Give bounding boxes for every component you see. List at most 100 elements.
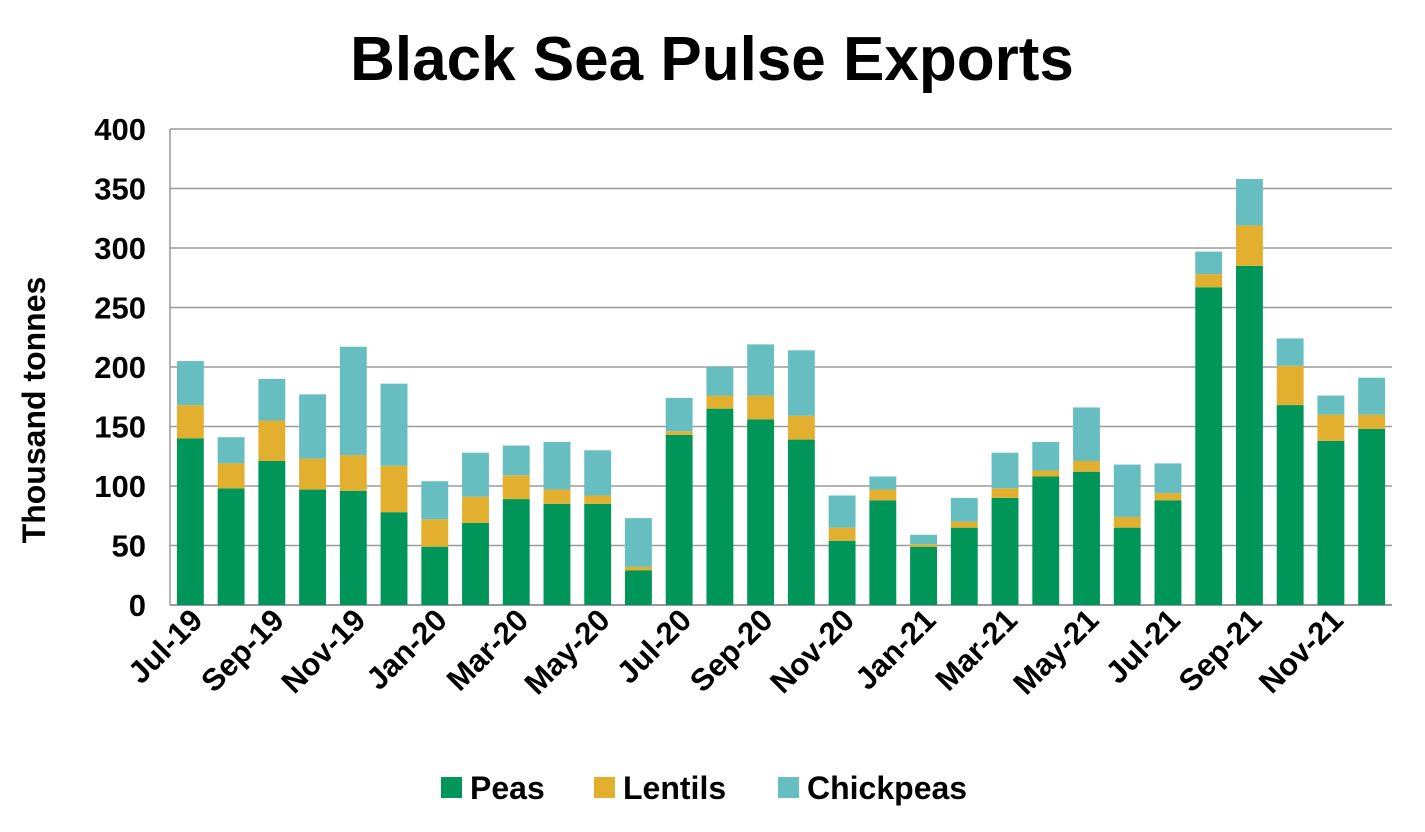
legend-label-peas: Peas — [470, 770, 545, 806]
x-tick-labels: Jul-19Sep-19Nov-19Jan-20Mar-20May-20Jul-… — [121, 602, 1350, 701]
bar-lentils-jul-21 — [1154, 493, 1182, 501]
y-axis-label: Thousand tonnes — [16, 277, 52, 544]
legend-label-chickpeas: Chickpeas — [807, 770, 967, 806]
bar-peas-dec-20 — [869, 500, 897, 605]
bar-lentils-aug-21 — [1195, 274, 1223, 288]
bar-chickpeas-dec-20 — [869, 476, 897, 490]
bar-peas-jun-21 — [1113, 527, 1141, 605]
y-tick-label: 200 — [94, 350, 146, 385]
y-tick-label: 300 — [94, 231, 146, 266]
x-tick-label: Nov-20 — [763, 602, 861, 700]
x-tick-label: May-21 — [1006, 602, 1105, 701]
x-tick-label: May-20 — [518, 602, 617, 701]
bar-lentils-dec-20 — [869, 489, 897, 501]
bar-chickpeas-may-20 — [584, 450, 612, 496]
x-tick-label: Mar-21 — [929, 602, 1024, 697]
bar-lentils-apr-20 — [543, 489, 571, 504]
y-tick-label: 350 — [94, 172, 146, 207]
bar-chickpeas-oct-20 — [787, 350, 815, 416]
y-tick-label: 50 — [112, 529, 146, 564]
bar-peas-jul-20 — [665, 434, 693, 605]
bar-chickpeas-oct-19 — [299, 394, 327, 459]
bar-chickpeas-sep-20 — [747, 344, 775, 396]
bar-chickpeas-mar-21 — [991, 452, 1019, 489]
bar-chickpeas-apr-20 — [543, 441, 571, 490]
bar-peas-aug-21 — [1195, 287, 1223, 605]
bar-peas-nov-20 — [828, 540, 856, 605]
bar-lentils-apr-21 — [1032, 470, 1060, 477]
bar-lentils-oct-21 — [1276, 365, 1304, 406]
bar-lentils-jan-21 — [910, 544, 938, 547]
bar-lentils-oct-19 — [299, 458, 327, 490]
bar-chickpeas-aug-20 — [706, 367, 734, 396]
bar-peas-apr-20 — [543, 503, 571, 605]
bar-lentils-sep-20 — [747, 395, 775, 420]
y-tick-label: 250 — [94, 291, 146, 326]
bar-lentils-may-20 — [584, 495, 612, 504]
bar-peas-oct-19 — [299, 489, 327, 605]
bar-chickpeas-mar-20 — [502, 445, 530, 476]
x-tick-label: Sep-20 — [683, 602, 780, 699]
bar-chickpeas-may-21 — [1073, 407, 1100, 462]
legend: Peas Lentils Chickpeas — [441, 770, 967, 806]
bar-lentils-mar-20 — [502, 475, 530, 500]
bar-chickpeas-apr-21 — [1032, 441, 1060, 471]
x-tick-label: Nov-21 — [1252, 602, 1350, 700]
bar-chickpeas-jul-19 — [176, 361, 204, 406]
bar-peas-feb-21 — [950, 527, 978, 605]
bar-chickpeas-jan-21 — [910, 534, 938, 545]
bar-lentils-nov-21 — [1317, 414, 1345, 441]
bar-chickpeas-jan-20 — [421, 481, 449, 520]
bar-peas-aug-19 — [217, 488, 245, 605]
bar-peas-feb-20 — [462, 522, 489, 605]
bar-lentils-nov-19 — [339, 455, 367, 491]
bar-peas-oct-20 — [787, 439, 815, 605]
bar-lentils-dec-21 — [1358, 414, 1386, 429]
gridlines — [169, 128, 1392, 606]
bar-peas-jun-20 — [624, 570, 652, 605]
bar-lentils-jun-21 — [1113, 516, 1141, 528]
bar-chickpeas-feb-21 — [950, 497, 978, 522]
bar-peas-sep-20 — [747, 419, 775, 605]
bar-chickpeas-dec-21 — [1358, 377, 1386, 415]
bar-peas-jan-20 — [421, 546, 449, 605]
bar-lentils-dec-19 — [380, 465, 408, 513]
bars — [176, 178, 1386, 605]
bar-peas-may-20 — [584, 503, 612, 605]
x-tick-label: Nov-19 — [274, 602, 372, 700]
bar-chickpeas-jun-20 — [624, 518, 652, 567]
bar-lentils-aug-20 — [706, 395, 734, 409]
bar-peas-nov-19 — [339, 490, 367, 605]
bar-chickpeas-sep-21 — [1235, 178, 1263, 226]
y-tick-label: 400 — [94, 112, 146, 147]
y-tick-label: 150 — [94, 410, 146, 445]
legend-swatch-chickpeas — [778, 777, 799, 798]
legend-swatch-peas — [441, 777, 462, 798]
bar-chickpeas-dec-19 — [380, 383, 408, 466]
bar-peas-jan-21 — [910, 546, 938, 605]
legend-swatch-lentils — [594, 777, 615, 798]
bar-lentils-jan-20 — [421, 519, 449, 547]
bar-chickpeas-jul-20 — [665, 397, 693, 432]
bar-chickpeas-oct-21 — [1276, 338, 1304, 366]
bar-peas-dec-19 — [380, 512, 408, 605]
bar-chickpeas-nov-20 — [828, 495, 856, 528]
bar-lentils-jul-20 — [665, 431, 693, 435]
y-tick-label: 100 — [94, 469, 146, 504]
bar-chickpeas-nov-19 — [339, 346, 367, 456]
bar-lentils-jul-19 — [176, 405, 204, 439]
bar-peas-mar-20 — [502, 499, 530, 605]
bar-peas-apr-21 — [1032, 476, 1060, 605]
bar-lentils-feb-21 — [950, 521, 978, 528]
bar-peas-jul-19 — [176, 438, 204, 605]
chart-title: Black Sea Pulse Exports — [350, 25, 1074, 94]
bar-lentils-nov-20 — [828, 527, 856, 541]
bar-chickpeas-feb-20 — [462, 452, 489, 497]
bar-lentils-feb-20 — [462, 496, 489, 523]
x-tick-label: Jan-20 — [360, 602, 454, 696]
bar-chickpeas-nov-21 — [1317, 395, 1345, 415]
bar-lentils-may-21 — [1073, 461, 1100, 472]
x-tick-label: Mar-20 — [440, 602, 535, 697]
bar-lentils-sep-21 — [1235, 225, 1263, 266]
y-tick-label: 0 — [129, 588, 146, 623]
